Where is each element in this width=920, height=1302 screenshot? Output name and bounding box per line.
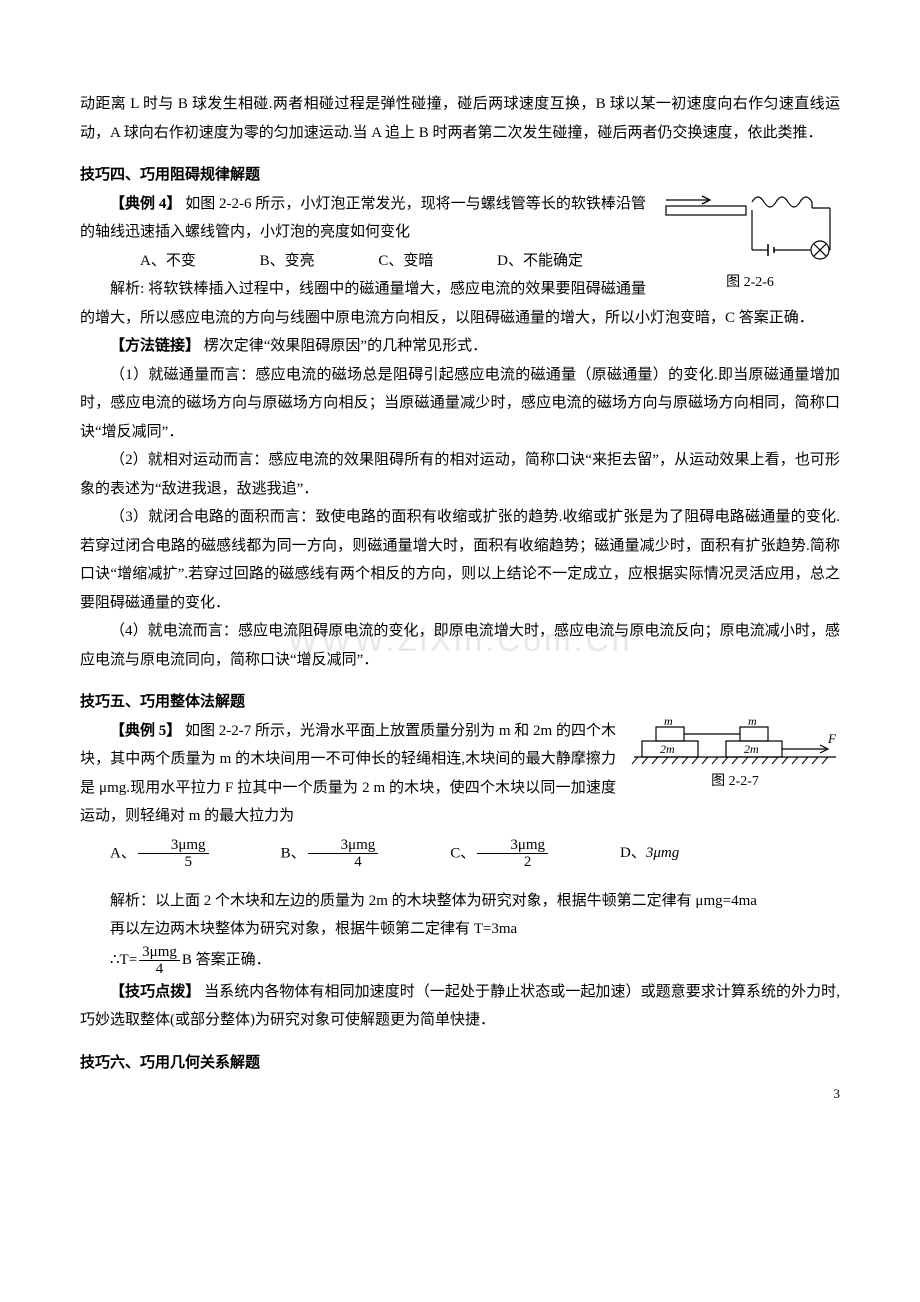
sec4-ex-label: 【典例 4】 <box>110 196 181 212</box>
svg-text:m: m <box>748 717 757 728</box>
sec4-p1: （1）就磁通量而言：感应电流的磁场总是阻碍引起感应电流的磁通量（原磁通量）的变化… <box>80 361 840 447</box>
sec4-optB: B、变亮 <box>230 247 315 276</box>
sec4-p2: （2）就相对运动而言：感应电流的效果阻碍所有的相对运动，简称口诀“来拒去留”，从… <box>80 446 840 503</box>
page-number: 3 <box>834 1082 841 1107</box>
sec5-tip-label: 【技巧点拨】 <box>110 984 200 1000</box>
sec5-optD: D、3μmg <box>590 839 679 868</box>
sec6-title: 技巧六、巧用几何关系解题 <box>80 1049 840 1078</box>
sec5-optA: A、3μmg5 <box>80 837 211 871</box>
sec5-therefore: ∴T= 3μmg4 B 答案正确． <box>110 944 840 978</box>
sec5-options: A、3μmg5 B、3μmg4 C、3μmg2 D、3μmg <box>80 837 840 871</box>
sec4-link-label: 【方法链接】 <box>110 338 200 354</box>
sec5-analysis1: 解析：以上面 2 个木块和左边的质量为 2m 的木块整体为研究对象，根据牛顿第二… <box>80 887 840 916</box>
figure-2-2-6: 图 2-2-6 <box>660 190 840 297</box>
figure-2-2-7: 2m 2m m m F 图 2-2-7 <box>630 717 840 796</box>
sec4-p4: （4）就电流而言：感应电流阻碍原电流的变化，即原电流增大时，感应电流与原电流反向… <box>80 617 840 674</box>
fig226-caption: 图 2-2-6 <box>660 270 840 297</box>
sec5-optB: B、3μmg4 <box>251 837 381 871</box>
sec4-optA: A、不变 <box>110 247 196 276</box>
fig227-caption: 图 2-2-7 <box>630 769 840 796</box>
sec5-ex-label: 【典例 5】 <box>110 723 181 739</box>
sec4-optD: D、不能确定 <box>467 247 583 276</box>
sec5-analysis2: 再以左边两木块整体为研究对象，根据牛顿第二定律有 T=3ma <box>80 915 840 944</box>
sec5-title: 技巧五、巧用整体法解题 <box>80 688 840 717</box>
intro-para: 动距离 L 时与 B 球发生相碰.两者相碰过程是弹性碰撞，碰后两球速度互换，B … <box>80 90 840 147</box>
svg-text:F: F <box>827 731 837 746</box>
sec5-optC: C、3μmg2 <box>420 837 550 871</box>
sec4-title: 技巧四、巧用阻碍规律解题 <box>80 161 840 190</box>
svg-text:2m: 2m <box>744 742 759 756</box>
sec4-p3: （3）就闭合电路的面积而言：致使电路的面积有收缩或扩张的趋势.收缩或扩张是为了阻… <box>80 503 840 617</box>
sec4-link: 【方法链接】 楞次定律“效果阻碍原因”的几种常见形式． <box>80 332 840 361</box>
svg-text:m: m <box>664 717 673 728</box>
svg-text:2m: 2m <box>660 742 675 756</box>
sec4-optC: C、变暗 <box>348 247 433 276</box>
sec5-tip: 【技巧点拨】 当系统内各物体有相同加速度时（一起处于静止状态或一起加速）或题意要… <box>80 978 840 1035</box>
sec4-link-body: 楞次定律“效果阻碍原因”的几种常见形式． <box>200 338 487 354</box>
